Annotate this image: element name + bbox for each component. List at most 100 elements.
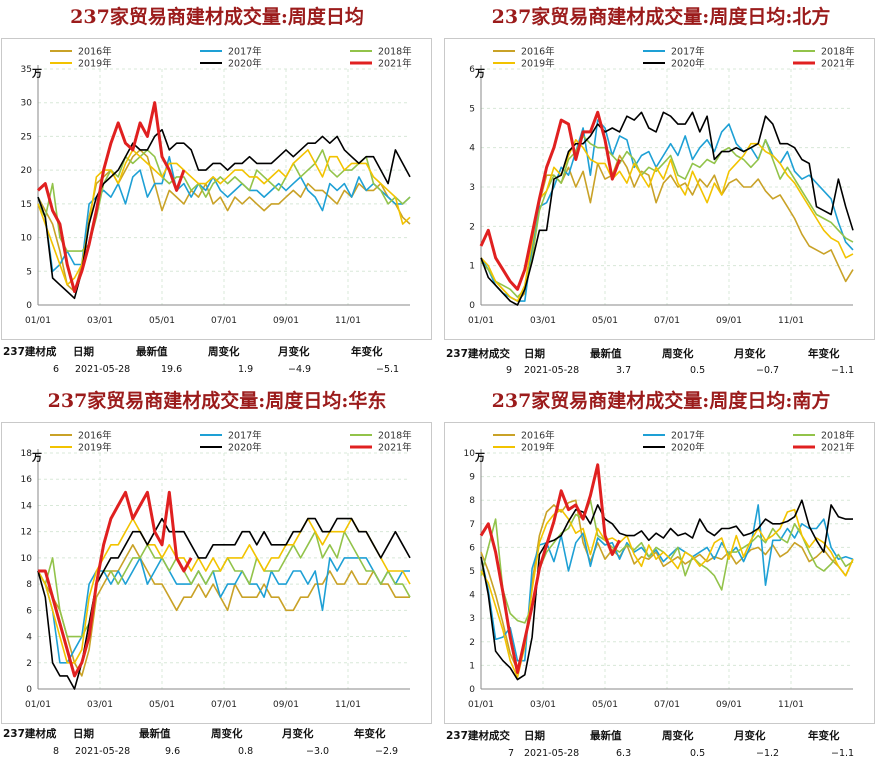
y-tick-label: 0 (469, 685, 475, 695)
legend-label-2019: 2019年 (521, 58, 555, 70)
footer-code: 237建材成交 (446, 348, 510, 360)
y-tick-label: 4 (469, 144, 475, 154)
chart-title: 237家贸易商建材成交量:周度日均:北方 (491, 6, 831, 28)
unit-label: 万 (474, 68, 485, 80)
x-tick-label: 11/01 (335, 316, 361, 326)
footer-month-label: 月变化 (278, 346, 310, 358)
y-tick-label: 4 (469, 591, 475, 601)
y-tick-label: 2 (469, 222, 475, 232)
x-tick-label: 01/01 (25, 700, 51, 710)
footer-month-label: 月变化 (734, 730, 766, 742)
footer-year-value: −1.1 (831, 365, 855, 376)
y-tick-label: 8 (469, 496, 475, 506)
footer-latest-value: 19.6 (161, 364, 183, 375)
x-tick-label: 01/01 (468, 316, 494, 326)
footer-latest-value: 6.3 (616, 748, 632, 759)
footer-year-value: −2.9 (375, 746, 399, 757)
series-line-2016 (37, 149, 411, 293)
footer-code: 237建材成交 (446, 730, 510, 742)
footer-week-value: 1.9 (238, 364, 254, 375)
series-line-2020 (37, 517, 411, 690)
chart-frame: 0 5 10 15 20 25 30 35 01/01 03/01 05/01 07/01 09/01 1… (1, 38, 432, 340)
series-line-2019 (480, 508, 854, 678)
x-tick-label: 05/01 (149, 700, 175, 710)
legend-label-2016: 2016年 (78, 430, 112, 442)
line-chart-north: 0 1 2 3 4 5 6 01/01 03/01 05/01 07/01 09/01 11/01 万 20… (468, 46, 855, 327)
chart-frame: 0 2 4 6 8 10 12 14 16 18 01/01 03/01 05/01 07/01 09/01… (1, 422, 432, 724)
x-tick-label: 09/01 (716, 700, 742, 710)
line-chart-east: 0 2 4 6 8 10 12 14 16 18 01/01 03/01 05/01 07/01 09/01… (21, 430, 413, 711)
footer-code-line2: 8 (53, 746, 60, 757)
y-tick-label: 1 (469, 262, 475, 272)
series-line-2021 (36, 101, 186, 293)
y-tick-label: 10 (21, 554, 33, 564)
footer-date-label: 日期 (524, 348, 545, 360)
chart-panel-south: 237家贸易商建材成交量:周度日均:南方 0 1 2 3 4 5 6 7 8 9 10 01/01 03… (444, 384, 878, 762)
series-line-2018 (480, 135, 854, 298)
chart-title: 237家贸易商建材成交量:周度日均:华东 (47, 390, 387, 412)
y-tick-label: 15 (21, 200, 32, 210)
footer-code-line2: 6 (53, 364, 60, 375)
y-tick-label: 2 (26, 659, 32, 669)
y-tick-label: 35 (21, 65, 32, 75)
footer-date-label: 日期 (524, 730, 545, 742)
footer-date-value: 2021-05-28 (75, 364, 131, 375)
footer-year-label: 年变化 (351, 346, 383, 358)
footer-date-label: 日期 (73, 346, 94, 358)
footer-code-line2: 7 (508, 748, 515, 759)
legend-label-2016: 2016年 (521, 430, 555, 442)
legend-label-2021: 2021年 (378, 58, 412, 70)
series-line-2021 (479, 110, 622, 291)
y-tick-label: 9 (469, 473, 475, 483)
legend-label-2018: 2018年 (378, 430, 412, 442)
footer-date-label: 日期 (73, 728, 94, 740)
legend-label-2020: 2020年 (228, 442, 262, 454)
chart-footer: 237建材成 6 日期 2021-05-28 最新值 19.6 周变化 1.9 … (3, 344, 433, 378)
series-line-2021 (38, 490, 193, 678)
legend-label-2017: 2017年 (671, 46, 705, 58)
y-tick-label: 12 (21, 528, 32, 538)
y-tick-label: 16 (21, 475, 33, 485)
x-tick-label: 07/01 (211, 316, 237, 326)
legend-label-2021: 2021年 (821, 442, 855, 454)
y-tick-label: 2 (469, 638, 475, 648)
y-tick-label: 3 (469, 183, 475, 193)
line-chart-total: 0 5 10 15 20 25 30 35 01/01 03/01 05/01 07/01 09/01 1… (21, 46, 413, 327)
series-line-2021 (479, 463, 621, 674)
y-tick-label: 8 (26, 580, 32, 590)
series-line-2017 (480, 119, 854, 302)
footer-year-label: 年变化 (808, 348, 840, 360)
footer-week-label: 周变化 (662, 348, 694, 360)
y-tick-label: 0 (26, 685, 32, 695)
chart-title: 237家贸易商建材成交量:周度日均 (70, 6, 364, 28)
series-line-2019 (480, 139, 854, 302)
y-tick-label: 5 (469, 104, 475, 114)
y-tick-label: 25 (21, 132, 32, 142)
footer-date-value: 2021-05-28 (524, 365, 580, 376)
y-tick-label: 20 (21, 166, 33, 176)
footer-year-value: −1.1 (831, 748, 855, 759)
y-tick-label: 3 (469, 614, 475, 624)
x-tick-label: 09/01 (716, 316, 742, 326)
y-tick-label: 18 (21, 449, 33, 459)
x-tick-label: 07/01 (654, 700, 680, 710)
footer-year-value: −5.1 (376, 364, 400, 375)
y-tick-label: 6 (26, 606, 32, 616)
footer-latest-label: 最新值 (136, 346, 168, 358)
y-tick-label: 30 (21, 99, 33, 109)
footer-latest-value: 9.6 (165, 746, 181, 757)
footer-latest-value: 3.7 (616, 365, 632, 376)
legend-label-2016: 2016年 (78, 46, 112, 58)
y-tick-label: 4 (26, 633, 32, 643)
footer-code-line2: 9 (506, 365, 513, 376)
legend-label-2019: 2019年 (78, 58, 112, 70)
footer-year-label: 年变化 (354, 728, 386, 740)
footer-week-label: 周变化 (211, 728, 243, 740)
x-tick-label: 09/01 (273, 700, 299, 710)
x-tick-label: 07/01 (211, 700, 237, 710)
footer-month-value: −0.7 (756, 365, 780, 376)
chart-title: 237家贸易商建材成交量:周度日均:南方 (491, 390, 831, 412)
series-line-2020 (480, 499, 853, 681)
x-tick-label: 05/01 (592, 316, 618, 326)
legend-label-2021: 2021年 (378, 442, 412, 454)
